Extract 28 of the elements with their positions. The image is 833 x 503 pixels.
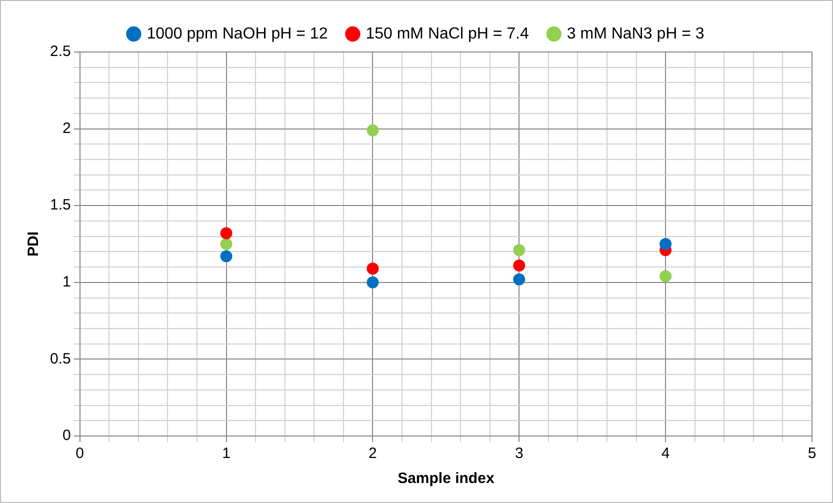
- y-tick-label: 2.5: [50, 43, 71, 60]
- legend-label: 3 mM NaN3 pH = 3: [566, 25, 704, 42]
- x-axis-title: Sample index: [398, 470, 495, 488]
- y-axis-title: PDI: [25, 231, 42, 257]
- point: [366, 276, 379, 288]
- x-tick-label: 1: [222, 445, 230, 462]
- point: [366, 124, 379, 136]
- point: [220, 250, 232, 262]
- x-tick-label: 4: [661, 445, 670, 462]
- y-tick-label: 1.5: [50, 196, 71, 214]
- legend-label: 150 mM NaCl pH = 7.4: [366, 25, 529, 42]
- point: [513, 260, 526, 272]
- y-tick-label: 0: [62, 427, 71, 444]
- point: [513, 244, 526, 256]
- y-tick-label: 2: [62, 120, 71, 137]
- point: [220, 238, 232, 250]
- x-tick-label: 3: [514, 445, 524, 462]
- point: [366, 262, 379, 275]
- point: [660, 238, 672, 250]
- y-tick-label: 1: [62, 274, 71, 291]
- point: [513, 273, 526, 286]
- x-tick-label: 2: [368, 445, 377, 462]
- y-tick-label: 0.5: [50, 350, 71, 368]
- point: [660, 270, 672, 282]
- x-tick-label: 0: [76, 445, 84, 462]
- x-tick-label: 5: [808, 445, 816, 462]
- point: [220, 227, 232, 240]
- legend-label: 1000 ppm NaOH pH = 12: [146, 25, 328, 42]
